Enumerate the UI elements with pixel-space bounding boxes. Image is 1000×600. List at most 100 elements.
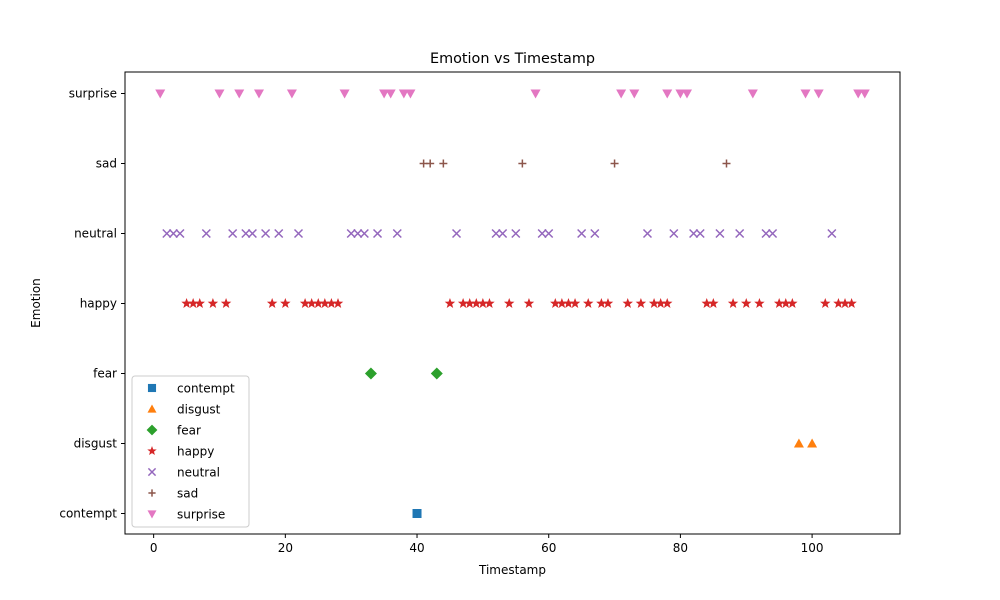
data-point xyxy=(379,89,390,99)
legend-label: fear xyxy=(177,424,201,438)
x-axis-title: Timestamp xyxy=(478,563,546,577)
data-point xyxy=(602,298,614,308)
data-point xyxy=(523,298,535,308)
data-point xyxy=(274,228,284,239)
series-sad xyxy=(419,159,731,168)
data-point xyxy=(430,367,443,380)
data-point xyxy=(484,298,495,308)
data-point xyxy=(253,89,264,99)
data-point xyxy=(280,298,291,308)
data-point xyxy=(701,298,712,308)
data-point xyxy=(773,298,785,308)
legend-marker xyxy=(147,510,157,519)
data-point xyxy=(695,228,705,239)
data-point xyxy=(306,298,317,308)
data-point xyxy=(491,228,501,239)
data-point xyxy=(590,228,600,239)
data-point xyxy=(266,298,278,308)
data-point xyxy=(452,228,462,239)
x-tick-label: 100 xyxy=(801,541,824,555)
data-point xyxy=(610,159,619,168)
data-point xyxy=(635,298,647,308)
data-point xyxy=(194,298,205,308)
data-point xyxy=(339,89,350,99)
data-point xyxy=(372,228,383,239)
data-point xyxy=(518,159,527,168)
data-point xyxy=(807,438,818,448)
data-point xyxy=(563,298,574,308)
y-tick-label: sad xyxy=(96,157,117,171)
data-point xyxy=(511,228,521,239)
data-point xyxy=(207,298,219,308)
data-point xyxy=(201,228,211,239)
data-point xyxy=(616,89,627,99)
legend-label: neutral xyxy=(177,466,220,480)
y-tick-label: contempt xyxy=(59,507,117,521)
data-point xyxy=(412,509,422,518)
data-point xyxy=(477,298,489,308)
legend-marker xyxy=(147,404,157,413)
legend: contempt disgust fear happy neutral sad surpri… xyxy=(131,375,250,528)
series-happy xyxy=(181,298,857,308)
legend-marker xyxy=(148,489,156,497)
data-point xyxy=(715,228,725,239)
y-tick-label: neutral xyxy=(74,227,117,241)
series-disgust xyxy=(793,438,818,448)
series-contempt xyxy=(412,509,422,518)
data-point xyxy=(839,298,851,308)
data-point xyxy=(398,89,409,99)
legend-label: disgust xyxy=(177,403,221,417)
legend-label: surprise xyxy=(177,508,225,522)
x-tick-label: 0 xyxy=(150,541,158,555)
data-point xyxy=(181,298,192,308)
legend-label: contempt xyxy=(177,382,235,396)
data-point xyxy=(364,367,377,380)
data-point xyxy=(286,89,297,99)
data-point xyxy=(228,228,238,239)
data-point xyxy=(359,228,369,239)
data-point xyxy=(332,298,344,308)
data-point xyxy=(234,89,245,99)
y-axis: contempt disgust fear happy neutral sad surpri… xyxy=(59,87,125,521)
data-point xyxy=(346,228,356,239)
data-point xyxy=(820,298,831,308)
data-point xyxy=(662,89,673,99)
data-point xyxy=(655,298,666,308)
data-point xyxy=(642,228,653,239)
data-point xyxy=(827,228,837,239)
data-point xyxy=(754,298,765,308)
data-point xyxy=(313,298,324,308)
data-point xyxy=(187,298,199,308)
data-point xyxy=(556,298,568,308)
data-point xyxy=(155,89,166,99)
legend-marker xyxy=(147,383,157,393)
legend-label: sad xyxy=(177,487,198,501)
data-point xyxy=(220,298,232,308)
data-point xyxy=(722,159,731,168)
data-point xyxy=(537,228,547,239)
data-point xyxy=(214,89,225,99)
data-point xyxy=(293,228,304,239)
series-surprise xyxy=(155,89,870,99)
y-axis-title: Emotion xyxy=(29,278,43,328)
data-point xyxy=(162,228,172,239)
data-point xyxy=(853,89,864,99)
legend-label: happy xyxy=(177,445,214,459)
x-axis: 0 20 40 60 80 100 xyxy=(150,534,824,555)
series-neutral xyxy=(162,228,837,239)
y-tick-label: happy xyxy=(80,297,117,311)
data-point xyxy=(319,298,331,308)
series-fear xyxy=(364,367,443,380)
data-point xyxy=(577,228,587,239)
data-point xyxy=(261,228,271,239)
data-point xyxy=(846,298,857,308)
data-point xyxy=(498,228,508,239)
data-point xyxy=(780,298,791,308)
legend-marker xyxy=(147,446,157,455)
data-point xyxy=(787,298,798,308)
data-point xyxy=(675,89,686,99)
x-tick-label: 20 xyxy=(278,541,293,555)
data-point xyxy=(544,228,554,239)
data-point xyxy=(247,228,257,239)
